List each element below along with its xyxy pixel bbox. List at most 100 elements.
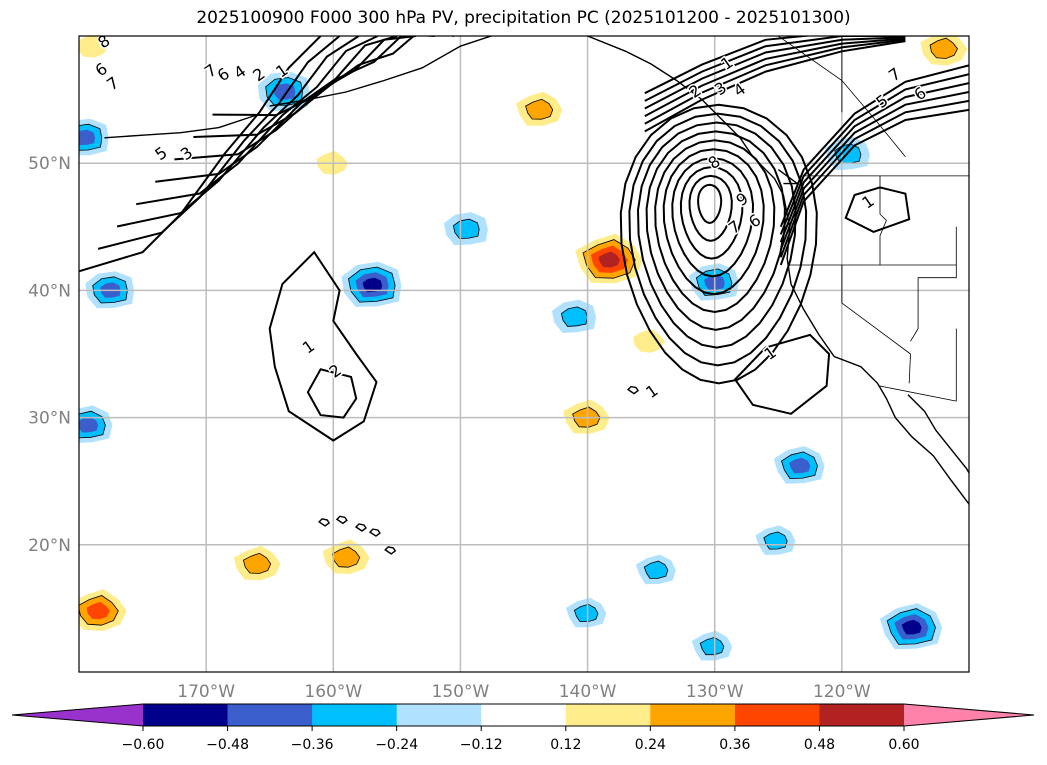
precip-outline	[886, 608, 936, 645]
precip-anomaly-layer	[79, 36, 968, 661]
island	[384, 546, 397, 555]
positive-precip-anomaly	[79, 36, 108, 58]
precip-outline	[763, 531, 788, 550]
precip-band	[362, 277, 383, 293]
negative-precip-anomaly	[79, 118, 109, 156]
colorbar-tick-label: 0.36	[719, 737, 750, 753]
colorbar-tick-label: −0.60	[122, 737, 165, 753]
positive-precip-anomaly	[79, 589, 127, 631]
lon-tick-label: 170°W	[177, 682, 235, 702]
colorbar-tick-label: 0.12	[550, 737, 581, 753]
negative-precip-anomaly	[879, 603, 943, 650]
lon-tick-label: 140°W	[559, 682, 617, 702]
precip-outline	[79, 410, 106, 439]
colorbar-tick-label: 0.48	[804, 737, 835, 753]
pv-contour-line	[636, 121, 797, 349]
colorbar-swatch	[481, 704, 567, 726]
negative-precip-anomaly	[341, 261, 402, 307]
precip-band	[598, 251, 621, 268]
island	[626, 385, 640, 395]
pv-contour-line	[116, 36, 360, 228]
axis-tick-labels: 170°W 160°W 150°W 140°W 130°W 120°W 50°N 40°N 30…	[28, 154, 871, 702]
pv-contour-line	[779, 108, 969, 266]
chart-title: 2025100900 F000 300 hPa PV, precipitatio…	[196, 8, 851, 28]
colorbar-tick-label: −0.24	[375, 737, 418, 753]
coastlines-borders	[104, 36, 969, 555]
colorbar-extend-min	[12, 704, 143, 726]
pv-contour-line	[306, 368, 358, 419]
colorbar-swatch	[734, 704, 820, 726]
map-axes	[79, 36, 969, 672]
precip-band	[525, 99, 553, 120]
pv-contour-line	[644, 37, 906, 117]
colorbar-swatch	[396, 704, 482, 726]
coastline	[104, 114, 258, 139]
colorbar: −0.60 −0.48 −0.36 −0.24 −0.12 0.12 0.24 0.36 0.4…	[11, 703, 1035, 753]
precip-band	[930, 38, 958, 59]
precip-band	[644, 561, 668, 579]
pv-contour-line	[645, 130, 786, 331]
pv-contour-line	[779, 73, 969, 235]
political-border	[910, 226, 957, 342]
negative-precip-anomaly	[551, 299, 597, 333]
pv-contour-line	[697, 183, 723, 225]
map-frame	[78, 35, 970, 673]
island	[335, 515, 348, 525]
precip-band	[633, 329, 665, 353]
political-border	[879, 175, 887, 265]
pv-contour-line	[268, 250, 378, 442]
pv-contour-line	[212, 36, 455, 117]
pv-contour-line	[733, 333, 831, 415]
political-border	[878, 385, 957, 402]
colorbar-tick-label: −0.12	[460, 737, 503, 753]
precip-outline	[348, 266, 396, 303]
pv-contour-line	[644, 40, 906, 133]
lat-tick-label: 30°N	[28, 409, 71, 429]
negative-precip-anomaly	[691, 630, 733, 661]
precip-band	[700, 637, 724, 655]
precip-band	[79, 417, 99, 433]
coastline	[907, 394, 969, 475]
colorbar-tick-label: 0.60	[888, 737, 919, 753]
lon-tick-label: 120°W	[813, 682, 871, 702]
colorbar-extend-max	[904, 704, 1034, 726]
precip-band	[561, 306, 588, 327]
precip-band	[79, 36, 108, 58]
pv-contour-line	[779, 82, 969, 243]
pv-contour-line	[688, 174, 733, 242]
precip-band	[86, 601, 110, 620]
negative-precip-anomaly	[443, 212, 488, 246]
precip-outline	[79, 123, 103, 151]
pv-contour-line	[136, 36, 379, 206]
precip-outline	[525, 98, 554, 120]
colorbar-swatch	[312, 704, 398, 726]
precip-band	[332, 547, 360, 568]
pv-contour-line	[679, 165, 744, 260]
colorbar-tick-label: −0.36	[291, 737, 334, 753]
pv-contours	[79, 36, 969, 442]
island	[318, 518, 331, 527]
colorbar-swatch	[227, 704, 313, 726]
pv-contour-line	[97, 36, 341, 250]
pv-contour-line	[644, 38, 906, 125]
precip-band	[789, 457, 811, 474]
colorbar-swatch	[143, 704, 229, 726]
precip-outline	[781, 451, 818, 480]
pv-contour-line	[79, 36, 322, 273]
pv-contour-line	[779, 99, 969, 258]
precip-outline	[452, 218, 480, 240]
positive-precip-anomaly	[233, 545, 281, 581]
precip-band	[901, 619, 922, 635]
pv-contour-line	[628, 112, 808, 367]
positive-precip-anomaly	[575, 233, 643, 284]
pv-contour-line	[779, 64, 969, 228]
lon-tick-label: 150°W	[432, 682, 490, 702]
precip-outline	[929, 37, 958, 59]
colorbar-swatch	[650, 704, 736, 726]
precip-outline	[699, 636, 725, 656]
precip-outline	[560, 306, 588, 327]
precip-band	[574, 604, 598, 622]
positive-precip-anomaly	[515, 91, 563, 126]
lon-tick-label: 160°W	[304, 682, 362, 702]
